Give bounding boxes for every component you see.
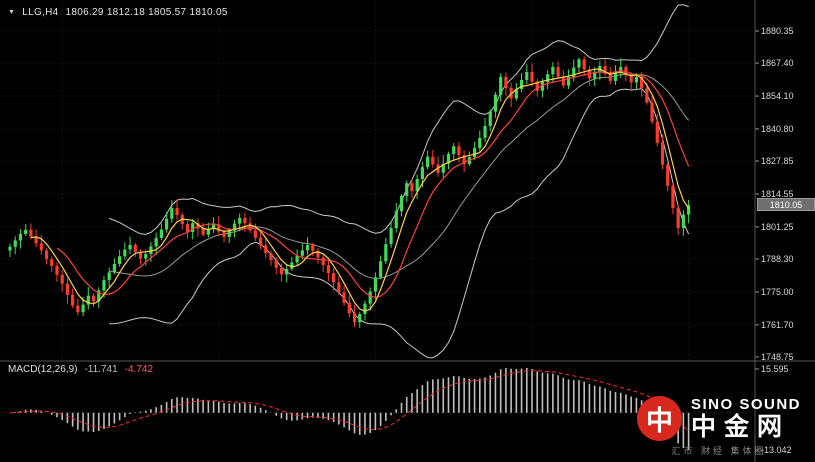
price-axis: 1880.35 1867.40 1854.10 1840.80 1827.85 1814.… <box>759 0 815 462</box>
macd-main-value: -11.741 <box>84 364 118 375</box>
macd-name: MACD(12,26,9) <box>8 364 78 375</box>
price-axis-label: 1775.00 <box>761 286 794 297</box>
current-price-tag: 1810.05 <box>757 198 815 212</box>
logo-row: 中 SINO SOUND 中金网 <box>636 395 801 442</box>
price-axis-label: 1880.35 <box>761 26 794 36</box>
logo-glyph: 中 <box>645 405 673 436</box>
price-axis-label: 1814.55 <box>761 188 794 199</box>
price-axis-label: 1854.10 <box>761 91 794 102</box>
price-axis-label: 1867.40 <box>761 58 794 69</box>
sino-sound-logo-icon: 中 <box>636 395 682 441</box>
brand-name-cn: 中金网 <box>690 412 790 441</box>
symbol-timeframe: LLG,H4 <box>22 7 59 18</box>
collapse-triangle-icon[interactable]: ▼ <box>8 8 16 16</box>
current-price-value: 1810.05 <box>769 199 803 210</box>
price-axis-label: 1748.75 <box>761 351 794 362</box>
brand-tagline: 汇市 财经 集体圈 <box>671 446 767 456</box>
macd-signal-value: -4.742 <box>124 364 154 375</box>
price-axis-label: 1827.85 <box>761 156 794 167</box>
sino-sound-watermark: 中 SINO SOUND 中金网 汇市 财经 集体圈 <box>636 395 801 458</box>
macd-indicator-label: MACD(12,26,9) -11.741 -4.742 <box>8 364 153 375</box>
price-axis-label: 1788.30 <box>761 254 794 264</box>
brand-name-en: SINO SOUND <box>690 395 801 413</box>
logo-text-block: SINO SOUND 中金网 <box>691 396 801 442</box>
price-axis-label: 1801.25 <box>761 221 794 232</box>
symbol-ohlc-header: ▼ LLG,H4 1806.29 1812.18 1805.57 1810.05 <box>8 7 228 18</box>
macd-axis-label-top: 15.595 <box>761 364 789 374</box>
ohlc-values: 1806.29 1812.18 1805.57 1810.05 <box>65 7 228 18</box>
price-axis-label: 1761.70 <box>761 319 794 330</box>
macd-axis-label-bottom: -13.042 <box>761 445 792 455</box>
price-axis-label: 1840.80 <box>761 123 794 134</box>
